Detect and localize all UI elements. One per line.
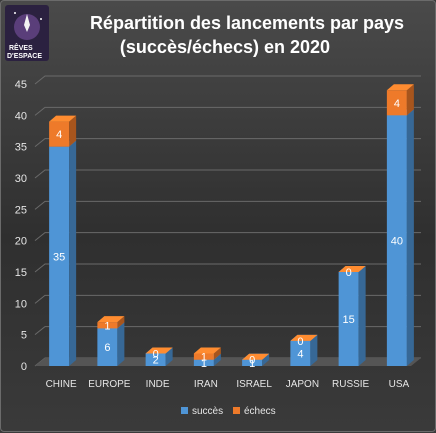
grid-line [34, 200, 421, 210]
grid-line [34, 326, 421, 336]
data-label-échecs-europe: 1 [104, 320, 110, 332]
bar-échecs-europe [97, 322, 118, 329]
bar-side-succès-europe [117, 322, 125, 366]
y-tick-label: 25 [15, 204, 27, 216]
grid-line [34, 106, 421, 116]
x-tick-label: USA [389, 379, 410, 390]
bar-side-échecs-europe [117, 316, 125, 329]
chart-title: Répartition des lancements par pays [90, 13, 404, 33]
legend-label-succès: succès [192, 406, 223, 417]
grid-line [34, 232, 421, 242]
data-label-succès-chine: 35 [53, 251, 65, 263]
y-axis: 0 5 10 15 20 25 30 35 40 45 [15, 79, 27, 373]
data-label-succès-europe: 6 [104, 342, 110, 354]
reves-despace-logo: RÊVES D'ESPACE [5, 5, 49, 61]
logo-star-icon [14, 12, 16, 14]
bar-top-échecs-usa [386, 84, 414, 91]
bar-top-échecs-russie [338, 266, 366, 272]
bar-side-succès-chine [69, 140, 77, 366]
chart-floor [35, 358, 421, 366]
bar-side-échecs-usa [406, 84, 414, 116]
logo-rocket-icon [24, 14, 30, 32]
bar-side-succès-russie [358, 266, 366, 366]
bar-top-échecs-inde [145, 347, 173, 354]
data-label-succès-israel: 1 [249, 358, 255, 370]
y-tick-label: 35 [15, 142, 27, 154]
bar-top-échecs-iran [193, 347, 221, 354]
data-label-succès-russie: 15 [343, 314, 355, 326]
data-label-échecs-inde: 0 [153, 348, 159, 360]
bar-succès-europe [97, 328, 118, 366]
grid-line [34, 138, 421, 148]
x-tick-label: INDE [146, 379, 170, 390]
bar-échecs-usa [386, 90, 407, 116]
bar-échecs-iran [193, 353, 214, 360]
bar-top-échecs-israel [242, 353, 270, 360]
chart-subtitle: (succès/échecs) en 2020 [120, 37, 330, 57]
bar-side-succès-japon [310, 334, 318, 366]
y-tick-label: 40 [15, 110, 27, 122]
y-tick-label: 45 [15, 79, 27, 91]
data-label-échecs-russie: 0 [346, 267, 352, 279]
x-tick-label: ISRAEL [236, 379, 272, 390]
y-tick-label: 15 [15, 267, 27, 279]
bar-échecs-chine [49, 121, 70, 147]
bar-side-succès-usa [406, 109, 414, 366]
legend-swatch-échecs [233, 407, 240, 414]
bar-succès-japon [290, 340, 311, 366]
data-label-succès-japon: 4 [297, 348, 303, 360]
x-tick-label: JAPON [286, 379, 319, 390]
bar-side-succès-iran [213, 353, 221, 366]
data-label-succès-inde: 2 [153, 355, 159, 367]
data-label-échecs-israel: 0 [249, 355, 255, 367]
bar-side-succès-inde [165, 347, 173, 366]
data-label-succès-iran: 1 [201, 358, 207, 370]
bar-succès-chine [49, 146, 70, 366]
y-tick-label: 10 [15, 298, 27, 310]
y-tick-label: 20 [15, 236, 27, 248]
bar-succès-russie [338, 272, 359, 366]
data-label-échecs-iran: 1 [201, 352, 207, 364]
bar-top-échecs-europe [97, 316, 125, 323]
bar-top-échecs-chine [49, 115, 77, 122]
x-tick-label: EUROPE [88, 379, 131, 390]
grid-line [34, 169, 421, 179]
x-axis: CHINE EUROPE INDE IRAN ISRAEL JAPON RUSSIE USA [46, 379, 410, 390]
y-tick-label: 0 [21, 361, 27, 373]
logo-star-icon [40, 18, 42, 20]
bar-succès-iran [193, 359, 214, 366]
data-label-échecs-chine: 4 [56, 129, 62, 141]
logo-line1: RÊVES [9, 43, 33, 52]
bar-side-succès-israel [262, 353, 270, 366]
grid-line [34, 294, 421, 304]
bar-top-échecs-japon [290, 334, 318, 341]
x-tick-label: CHINE [46, 379, 77, 390]
logo-line2: D'ESPACE [7, 53, 42, 60]
data-label-échecs-usa: 4 [394, 98, 400, 110]
legend-swatch-succès [181, 407, 188, 414]
bar-succès-usa [386, 115, 407, 366]
y-tick-label: 5 [21, 330, 27, 342]
data-label-succès-usa: 40 [391, 236, 403, 248]
data-label-échecs-japon: 0 [297, 336, 303, 348]
legend: succès échecs [181, 406, 276, 417]
grid-line [34, 75, 421, 85]
bar-side-échecs-iran [213, 347, 221, 360]
x-tick-label: RUSSIE [332, 379, 370, 390]
grid-line [34, 263, 421, 273]
bar-succès-inde [145, 353, 166, 366]
bar-succès-israel [242, 359, 263, 366]
y-tick-label: 30 [15, 173, 27, 185]
legend-label-échecs: échecs [244, 406, 276, 417]
x-tick-label: IRAN [194, 379, 218, 390]
bar-side-échecs-chine [69, 115, 77, 147]
